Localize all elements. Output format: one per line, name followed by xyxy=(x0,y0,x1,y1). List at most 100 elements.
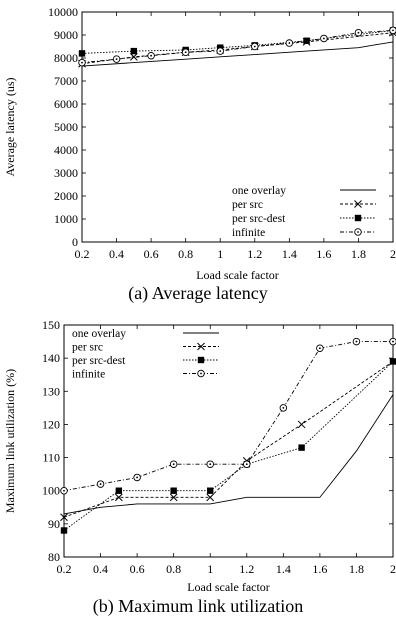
c1-series-3-point-4 xyxy=(206,460,214,468)
c0-xtick-label-0: 0.2 xyxy=(75,247,90,261)
c0-legend-marker-3 xyxy=(354,228,362,236)
c1-ytick-label-4: 120 xyxy=(42,417,60,431)
c0-series-line-3 xyxy=(81,29,394,64)
c1-x-axis-title: Load scale factor xyxy=(187,580,270,594)
c1-series-3-point-3 xyxy=(169,460,178,468)
c0-series-3-point-5-dot xyxy=(253,45,256,48)
c1-series-1-point-1-stroke-2 xyxy=(114,493,123,502)
c1-series-1-point-0 xyxy=(60,513,68,522)
c1-xtick-label-7: 1.6 xyxy=(312,562,327,576)
c0-xtick-label-3: 0.8 xyxy=(178,247,193,261)
c1-legend-marker-3 xyxy=(197,369,205,378)
c0-legend-marker-1 xyxy=(354,200,362,208)
c0-legend-marker-3-dot xyxy=(357,231,359,233)
c0-series-3-point-7 xyxy=(320,34,328,43)
c1-series-1-point-1 xyxy=(114,493,123,502)
c0-legend-label-0: one overlay xyxy=(232,185,286,197)
c1-series-2-point-1 xyxy=(115,487,123,494)
c0-xtick-label-9: 2 xyxy=(390,247,396,261)
c1-ytick-label-7: 150 xyxy=(42,318,60,332)
c0-legend-marker-1-stroke-2 xyxy=(354,200,362,208)
c1-ytick-label-0: 80 xyxy=(48,550,60,564)
c1-series-3-point-7 xyxy=(316,344,324,352)
c1-series-3-point-5-dot xyxy=(245,463,248,466)
chart-panel-max-link-utilization: 80 90 100 110 120 130 140 150 0.2 0.4 0.6 0.8 1 1.2 1.… xyxy=(0,310,396,619)
c1-ytick-label-2: 100 xyxy=(42,484,60,498)
c0-ytick-label-3: 3000 xyxy=(54,166,78,180)
c0-ytick-label-9: 9000 xyxy=(54,28,78,42)
c0-series-3-point-0 xyxy=(78,58,86,67)
c0-series-3-point-2-dot xyxy=(150,54,153,57)
c1-series-3-point-9-dot xyxy=(392,340,394,343)
c1-legend-marker-3-dot xyxy=(200,372,202,375)
c0-legend-label-2: per src-dest xyxy=(232,213,286,225)
c0-ytick-label-6: 6000 xyxy=(54,97,78,111)
c1-legend-label-0: one overlay xyxy=(72,328,126,340)
c0-legend-label-3: infinite xyxy=(232,227,265,239)
c1-series-3-point-2 xyxy=(133,473,141,482)
c0-y-axis-title: Average latency (us) xyxy=(3,77,17,176)
c0-legend-marker-2 xyxy=(354,214,362,222)
c0-ytick-label-5: 5000 xyxy=(54,120,78,134)
c1-legend-label-3: infinite xyxy=(72,369,105,381)
c0-series-3-point-3 xyxy=(181,48,190,57)
c1-series-line-3 xyxy=(63,341,393,492)
c1-series-3-point-4-dot xyxy=(209,463,212,466)
c0-series-3-point-1-dot xyxy=(115,58,118,61)
c0-xtick-label-1: 0.4 xyxy=(109,247,124,261)
c1-series-2-point-2 xyxy=(170,487,177,494)
c0-xtick-label-5: 1.2 xyxy=(247,247,262,261)
c0-x-axis-title: Load scale factor xyxy=(196,268,279,282)
caption-average-latency: (a) Average latency xyxy=(128,283,268,303)
c1-series-1-point-3-stroke-2 xyxy=(206,493,215,502)
c1-xtick-label-1: 0.4 xyxy=(93,562,108,576)
c0-series-line-2 xyxy=(81,29,394,54)
c1-xtick-label-0: 0.2 xyxy=(57,562,72,576)
c1-series-3-point-1-dot xyxy=(99,483,102,485)
c1-series-3-point-8-dot xyxy=(355,340,358,343)
c1-legend-label-1: per src xyxy=(72,342,103,354)
average-latency-chart: 0 1000 2000 3000 4000 5000 6000 7000 8000 9000 100… xyxy=(3,5,396,282)
c1-series-2-point-0 xyxy=(60,527,68,534)
c1-legend-marker-1-stroke-2 xyxy=(197,342,205,351)
c0-series-3-point-4 xyxy=(216,47,224,55)
c0-xtick-label-6: 1.4 xyxy=(282,247,297,261)
c1-xtick-label-6: 1.4 xyxy=(276,562,291,576)
c1-xtick-label-9: 2 xyxy=(390,562,396,576)
c0-series-3-point-0-dot xyxy=(81,61,83,64)
c1-series-3-point-5 xyxy=(243,460,251,468)
c0-xtick-label-7: 1.6 xyxy=(316,247,331,261)
c1-xtick-label-8: 1.8 xyxy=(349,562,364,576)
c0-legend-label-1: per src xyxy=(232,199,263,211)
c0-series-2-point-0 xyxy=(78,50,86,57)
c0-series-3-point-5 xyxy=(251,42,259,51)
c0-series-3-point-6-dot xyxy=(288,42,291,44)
c1-xtick-label-5: 1.2 xyxy=(239,562,254,576)
c1-y-axis-title: Maximum link utilization (%) xyxy=(3,369,17,513)
c0-series-3-point-8 xyxy=(354,28,363,37)
c1-ytick-label-1: 90 xyxy=(48,517,60,531)
c1-series-line-1 xyxy=(63,361,394,518)
c0-series-3-point-8-dot xyxy=(357,31,360,34)
c0-xtick-label-8: 1.8 xyxy=(351,247,366,261)
c0-plot-frame xyxy=(81,11,394,243)
c0-series-3-point-2 xyxy=(147,51,155,60)
c0-series-1-point-1-stroke-2 xyxy=(129,52,138,61)
c1-series-line-0 xyxy=(63,394,394,515)
c1-series-2-point-6 xyxy=(389,358,396,365)
c0-series-3-point-9-dot xyxy=(392,29,394,32)
c1-series-1-point-2-stroke-2 xyxy=(169,493,178,502)
c1-xtick-label-2: 0.6 xyxy=(130,562,145,576)
c0-series-3-point-1 xyxy=(112,55,121,63)
c0-series-2-point-1 xyxy=(130,47,138,55)
c0-xtick-label-2: 0.6 xyxy=(144,247,159,261)
c1-series-1-point-0-stroke-2 xyxy=(60,513,68,522)
c0-series-3-point-7-dot xyxy=(322,37,325,40)
c1-series-1-point-3 xyxy=(206,493,215,502)
c1-ytick-label-6: 140 xyxy=(42,351,60,365)
c1-series-1-point-5 xyxy=(297,420,306,429)
c1-ytick-label-3: 110 xyxy=(42,451,60,465)
c1-ytick-label-5: 130 xyxy=(42,384,60,398)
c0-series-line-0 xyxy=(81,41,394,67)
c0-ytick-label-7: 7000 xyxy=(54,74,78,88)
